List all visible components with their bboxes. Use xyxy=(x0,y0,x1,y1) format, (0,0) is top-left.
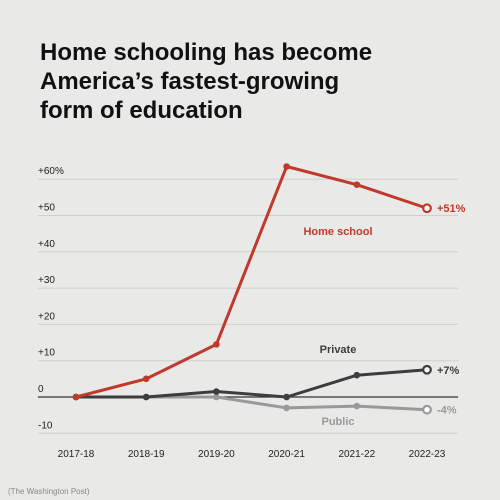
home-school-series-label: Home school xyxy=(303,226,372,238)
private-series-label: Private xyxy=(320,344,357,356)
public-point xyxy=(213,393,220,401)
home-school-point xyxy=(213,341,220,348)
y-tick-label: +10 xyxy=(38,348,55,359)
x-tick-label: 2021-22 xyxy=(338,449,375,460)
y-tick-label: +30 xyxy=(38,275,55,286)
public-point xyxy=(422,404,432,415)
private-line xyxy=(74,368,429,399)
title-line-3: form of education xyxy=(40,97,243,124)
home-school-point xyxy=(283,163,290,170)
y-tick-label: 0 xyxy=(38,384,44,395)
title-line-1: Home schooling has become xyxy=(40,39,373,66)
private-point xyxy=(353,371,361,379)
x-tick-label: 2022-23 xyxy=(409,449,446,460)
public-line xyxy=(74,395,429,412)
private-end-label: +7% xyxy=(437,365,460,377)
home-school-point xyxy=(72,393,80,401)
private-point xyxy=(422,364,432,375)
public-point xyxy=(283,404,290,412)
x-tick-label: 2020-21 xyxy=(268,449,305,460)
home-school-end-label: +51% xyxy=(437,203,466,215)
y-tick-label: +20 xyxy=(38,311,55,322)
private-point xyxy=(283,393,290,401)
public-point xyxy=(353,402,361,410)
title-line-2: America’s fastest-growing xyxy=(40,68,340,95)
source-credit: (The Washington Post) xyxy=(8,487,90,496)
y-tick-label: +40 xyxy=(38,239,55,250)
public-series-label: Public xyxy=(321,416,354,428)
y-tick-label: +50 xyxy=(38,203,55,214)
home-school-line xyxy=(74,164,429,399)
x-tick-label: 2017-18 xyxy=(58,449,95,460)
chart-title: Home schooling has become America’s fast… xyxy=(40,38,460,125)
home-school-point xyxy=(422,203,432,214)
x-tick-label: 2018-19 xyxy=(128,449,165,460)
private-point xyxy=(142,393,150,401)
y-tick-label: +60% xyxy=(38,166,64,177)
x-tick-label: 2019-20 xyxy=(198,449,235,460)
y-tick-label: -10 xyxy=(38,420,53,431)
home-school-point xyxy=(142,375,150,383)
home-school-point xyxy=(353,181,361,188)
private-point xyxy=(213,388,220,395)
public-end-label: -4% xyxy=(437,405,457,417)
